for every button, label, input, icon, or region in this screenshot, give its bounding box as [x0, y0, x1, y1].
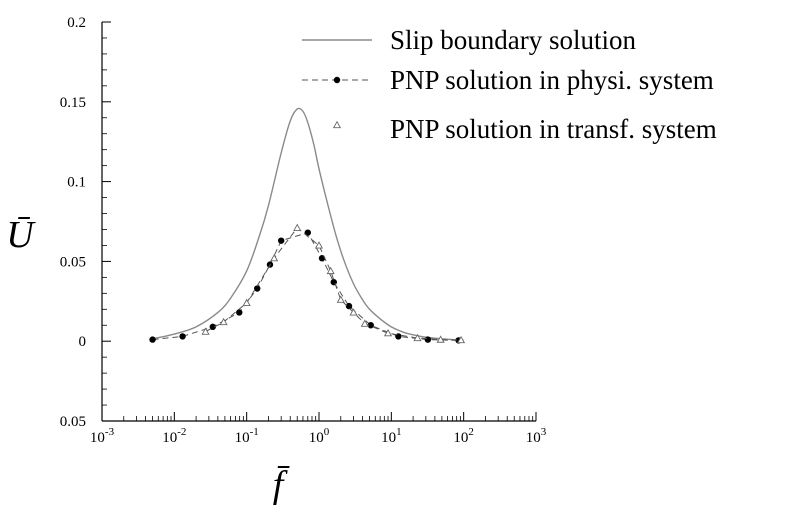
- data-point: [304, 229, 311, 236]
- data-point: [456, 335, 466, 344]
- x-tick-label: 102: [453, 426, 474, 446]
- data-point: [201, 327, 210, 335]
- data-point: [360, 319, 369, 327]
- legend: Slip boundary solution PNP solution in ph…: [302, 25, 717, 144]
- legend-label-1: Slip boundary solution: [390, 25, 637, 55]
- data-point: [314, 241, 324, 249]
- x-axis-label: f̄: [273, 464, 291, 506]
- series-line: [152, 232, 459, 341]
- legend-label-3: PNP solution in transf. system: [390, 114, 717, 144]
- series-line: [205, 227, 462, 341]
- data-point: [179, 333, 186, 340]
- series-line: [152, 107, 464, 342]
- y-tick-label: 0.15: [60, 95, 86, 111]
- data-point: [383, 328, 393, 337]
- data-point: [209, 323, 216, 331]
- data-point: [149, 336, 156, 343]
- series-1: [152, 107, 464, 342]
- data-point: [254, 285, 261, 292]
- y-tick-label: 0.1: [67, 175, 86, 191]
- series-3: [201, 223, 466, 344]
- x-ticks: 10-3 10-2 10-1 100 101 102 103: [90, 412, 547, 446]
- x-tick-label: 10-3: [90, 426, 115, 446]
- x-tick-label: 100: [309, 426, 330, 446]
- legend-marker-2: [333, 76, 341, 84]
- y-tick-label: 0: [79, 334, 87, 350]
- data-point: [367, 322, 374, 329]
- x-tick-label: 10-1: [235, 426, 259, 446]
- y-tick-label: 0.05: [60, 254, 86, 270]
- data-point: [345, 302, 353, 310]
- data-point: [293, 223, 302, 231]
- y-axis-label: Ū: [6, 214, 36, 256]
- y-ticks: 0.05 0 0.05 0.1 0.15 0.2: [60, 15, 111, 430]
- y-tick-label: 0.05: [60, 414, 86, 430]
- data-point: [236, 309, 243, 316]
- x-tick-label: 103: [526, 426, 547, 446]
- plot-area: [149, 107, 466, 344]
- legend-marker-3: [332, 120, 342, 129]
- data-point: [326, 266, 335, 275]
- data-point: [436, 335, 445, 343]
- x-tick-label: 101: [381, 426, 402, 446]
- data-point: [277, 237, 285, 244]
- x-tick-label: 10-2: [162, 426, 186, 446]
- data-point: [242, 298, 251, 306]
- data-point: [330, 278, 337, 286]
- data-point: [270, 253, 279, 262]
- data-point: [336, 295, 345, 303]
- data-point: [349, 308, 358, 316]
- data-point: [413, 333, 422, 342]
- data-point: [219, 317, 228, 326]
- legend-label-2: PNP solution in physi. system: [390, 65, 714, 95]
- y-tick-label: 0.2: [67, 15, 86, 31]
- data-point: [424, 336, 432, 343]
